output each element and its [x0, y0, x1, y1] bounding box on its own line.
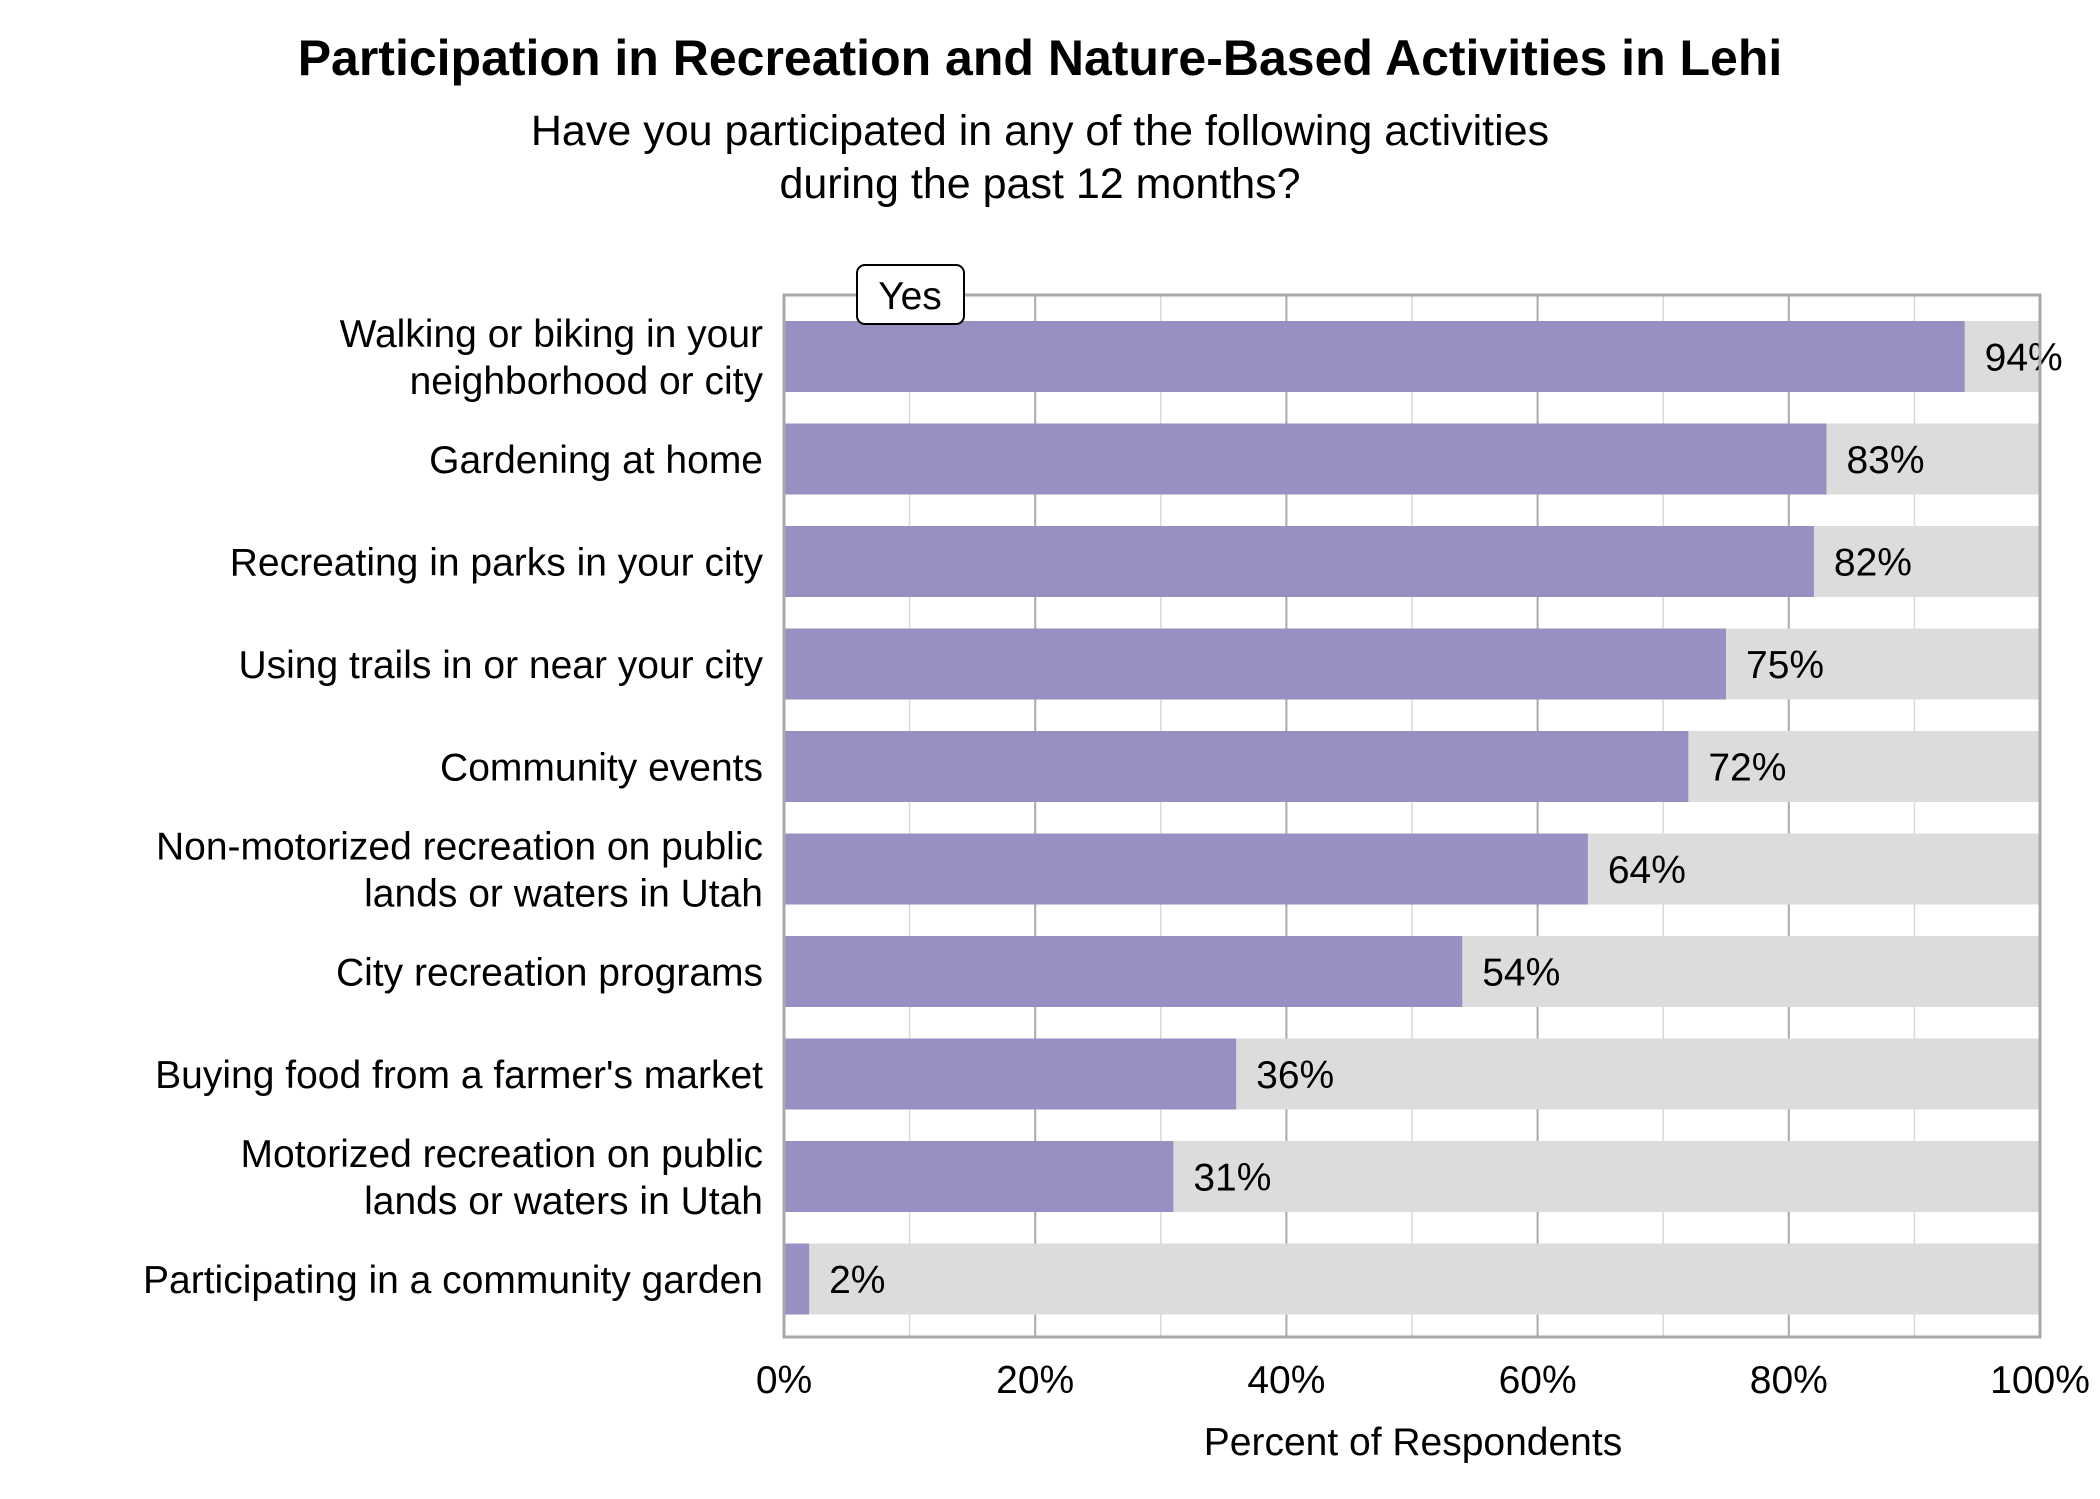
- x-tick-label: 40%: [1247, 1359, 1325, 1402]
- category-label: City recreation programs: [336, 952, 763, 995]
- category-label: Participating in a community garden: [143, 1259, 763, 1302]
- category-label: lands or waters in Utah: [364, 873, 763, 916]
- plot-frame: [782, 293, 2042, 1339]
- data-label: 82%: [1834, 542, 1912, 585]
- legend: Yes: [856, 264, 965, 325]
- data-label: 94%: [1985, 337, 2063, 380]
- data-label: 36%: [1256, 1054, 1334, 1097]
- category-label: Community events: [440, 747, 763, 790]
- bar-yes: [784, 833, 1588, 905]
- category-label: lands or waters in Utah: [364, 1180, 763, 1223]
- x-axis-label: Percent of Respondents: [1204, 1421, 1622, 1464]
- x-tick-labels: 0% 20% 40% 60% 80% 100%: [756, 1359, 2090, 1402]
- data-label: 31%: [1193, 1157, 1271, 1200]
- bar-yes: [784, 936, 1463, 1007]
- category-label: Buying food from a farmer's market: [155, 1054, 763, 1097]
- legend-box: [856, 264, 965, 325]
- x-tick-label: 100%: [1990, 1359, 2090, 1402]
- chart-title: Participation in Recreation and Nature-B…: [298, 30, 1783, 86]
- chart-subtitle-line-1: Have you participated in any of the foll…: [531, 107, 1549, 155]
- bars: 94% 83% 82% 75% 72% 64% 54% 36% 31% 2%: [784, 321, 2063, 1315]
- bar-yes: [784, 1243, 810, 1315]
- chart-subtitle-line-2: during the past 12 months?: [779, 160, 1300, 208]
- bar-yes: [784, 321, 1965, 392]
- bar-background: [784, 1243, 2040, 1315]
- category-label: Using trails in or near your city: [238, 644, 763, 687]
- legend-entry-yes: Yes: [878, 275, 942, 318]
- bar-yes: [784, 526, 1814, 597]
- bar-yes: [784, 1141, 1174, 1212]
- x-tick-label: 0%: [756, 1359, 812, 1402]
- category-label: neighborhood or city: [410, 360, 764, 403]
- data-label: 2%: [829, 1259, 885, 1302]
- bar-yes: [784, 731, 1689, 802]
- x-tick-label: 20%: [996, 1359, 1074, 1402]
- bar-yes: [784, 628, 1726, 700]
- bar-yes: [784, 1038, 1237, 1110]
- data-label: 72%: [1708, 747, 1786, 790]
- x-tick-label: 60%: [1499, 1359, 1577, 1402]
- category-label: Motorized recreation on public: [241, 1133, 763, 1176]
- data-label: 54%: [1482, 952, 1560, 995]
- data-label: 64%: [1608, 849, 1686, 892]
- x-tick-label: 80%: [1750, 1359, 1828, 1402]
- category-label: Gardening at home: [429, 439, 763, 482]
- bar-yes: [784, 423, 1827, 495]
- category-label: Recreating in parks in your city: [230, 542, 764, 585]
- data-label: 83%: [1846, 439, 1924, 482]
- category-label: Walking or biking in your: [340, 313, 763, 356]
- data-label: 75%: [1746, 644, 1824, 687]
- category-label: Non-motorized recreation on public: [156, 826, 763, 869]
